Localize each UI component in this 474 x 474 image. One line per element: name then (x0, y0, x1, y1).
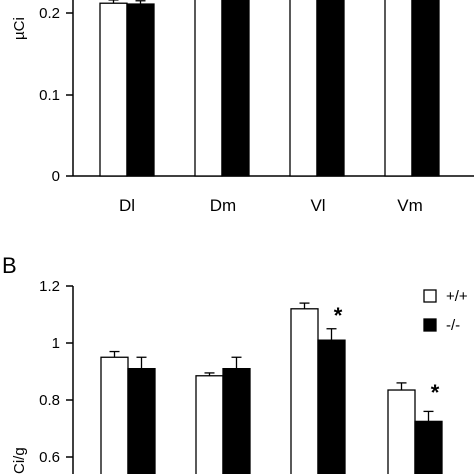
legend-swatch-knockout (423, 318, 437, 332)
panel-b-bars (100, 302, 443, 474)
bar-wildtype (290, 308, 319, 474)
bar-knockout (222, 367, 251, 474)
panel-b-ytick-label: 0.6 (39, 449, 60, 466)
bar-knockout (317, 339, 346, 474)
bar-wildtype (384, 0, 413, 177)
bar-wildtype (289, 0, 318, 177)
bar-knockout (411, 0, 440, 177)
bar-wildtype (99, 2, 128, 177)
panel-b-ytick-label: 1.2 (39, 278, 60, 295)
bar-wildtype (387, 389, 416, 474)
panel-b-letter: B (2, 253, 17, 278)
panel-b-ytick-label: 1 (52, 335, 60, 352)
panel-a-bars (99, 0, 440, 177)
legend-label-wildtype: +/+ (446, 288, 468, 305)
bar-knockout (221, 0, 250, 177)
significance-marker: * (431, 380, 440, 405)
bar-knockout (126, 3, 155, 177)
panel-a-ytick-label: 0 (52, 168, 60, 185)
panel-a-category-labels: Dl Dm Vl Vm (119, 196, 423, 215)
panel-a-ytick-label: 0.2 (39, 5, 60, 22)
bar-knockout (414, 420, 443, 474)
legend-label-knockout: -/- (446, 317, 460, 334)
panel-a-category-label: Vm (397, 196, 423, 215)
panel-b: B Ci/g 1.2 1 0.8 0.6 * * +/+ -/- (2, 253, 468, 474)
panel-a-category-label: Dl (119, 196, 135, 215)
bar-wildtype (195, 375, 224, 474)
bar-wildtype (194, 0, 223, 177)
panel-b-legend: +/+ -/- (423, 288, 468, 334)
panel-b-significance: * * (334, 303, 440, 405)
panel-a-y-axis-label: µCi (11, 17, 28, 40)
panel-b-y-ticks: 1.2 1 0.8 0.6 (39, 278, 73, 466)
panel-b-y-axis-label: Ci/g (11, 447, 28, 474)
bar-knockout (127, 367, 156, 474)
bar-knockout (316, 0, 345, 177)
panel-a-ytick-label: 0.1 (39, 87, 60, 104)
legend-swatch-wildtype (423, 289, 437, 303)
bar-wildtype (100, 356, 129, 474)
panel-a-category-label: Dm (210, 196, 236, 215)
panel-b-ytick-label: 0.8 (39, 392, 60, 409)
significance-marker: * (334, 303, 343, 328)
panel-a: µCi 0 0.1 0.2 Dl Dm Vl Vm (11, 0, 474, 215)
panel-a-y-ticks: 0 0.1 0.2 (39, 5, 73, 185)
panel-a-category-label: Vl (310, 196, 325, 215)
